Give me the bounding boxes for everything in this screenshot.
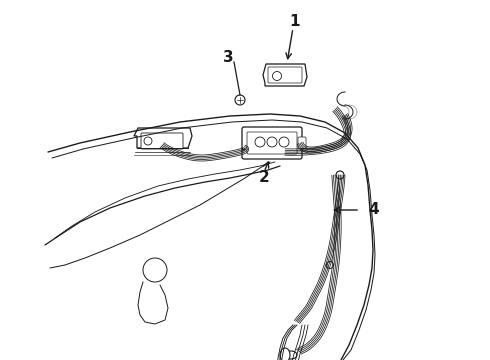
Ellipse shape (280, 348, 290, 360)
Text: 2: 2 (259, 171, 270, 185)
FancyBboxPatch shape (242, 127, 302, 159)
Circle shape (326, 261, 334, 269)
Circle shape (143, 258, 167, 282)
Circle shape (336, 171, 344, 179)
FancyBboxPatch shape (247, 132, 297, 154)
Circle shape (144, 137, 152, 145)
Text: 1: 1 (290, 14, 300, 30)
Circle shape (267, 137, 277, 147)
Circle shape (279, 137, 289, 147)
Circle shape (272, 72, 281, 81)
Ellipse shape (285, 351, 297, 359)
FancyBboxPatch shape (141, 133, 183, 149)
Polygon shape (134, 128, 192, 148)
FancyBboxPatch shape (268, 67, 302, 83)
FancyBboxPatch shape (298, 137, 306, 149)
Text: 3: 3 (222, 50, 233, 66)
Circle shape (255, 137, 265, 147)
Text: 4: 4 (368, 202, 379, 217)
Circle shape (235, 95, 245, 105)
Polygon shape (263, 64, 307, 86)
